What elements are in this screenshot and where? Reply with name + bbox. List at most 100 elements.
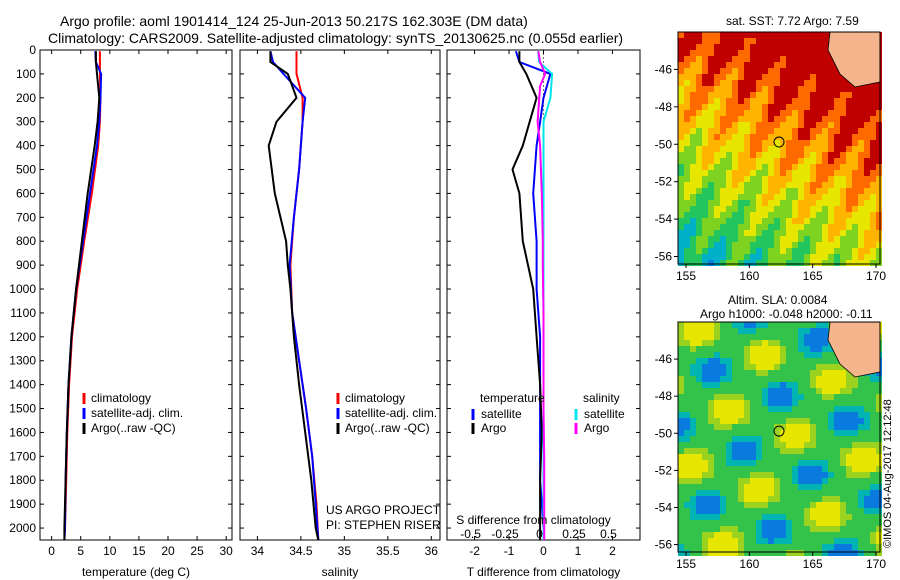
sst-map-cell	[804, 152, 810, 158]
sst-map-cell	[804, 62, 810, 68]
sst-map-cell	[690, 224, 696, 230]
sst-map-cell	[726, 62, 732, 68]
sla-map-cell	[768, 496, 774, 502]
sla-map-cell	[840, 406, 846, 412]
sst-map-cell	[792, 194, 798, 200]
sst-map-cell	[714, 146, 720, 152]
sst-map-cell	[762, 116, 768, 122]
sst-map-cell	[690, 230, 696, 236]
sst-map-cell	[798, 164, 804, 170]
sst-map-cell	[792, 44, 798, 50]
sst-map-cell	[678, 242, 684, 248]
sst-map-cell	[738, 62, 744, 68]
sla-map-cell	[780, 406, 786, 412]
sla-map-cell	[690, 466, 696, 472]
sla-map-cell	[750, 442, 756, 448]
sst-map-cell	[732, 158, 738, 164]
sst-map-cell	[756, 224, 762, 230]
sla-map-cell	[852, 430, 858, 436]
sla-map-cell	[750, 436, 756, 442]
sst-map-cell	[684, 32, 690, 38]
sla-map-cell	[780, 430, 786, 436]
sla-map-cell	[702, 478, 708, 484]
sla-map-cell	[750, 520, 756, 526]
sla-map-cell	[756, 448, 762, 454]
sla-map-cell	[804, 544, 810, 550]
sla-map-cell	[816, 472, 822, 478]
sla-map-cell	[726, 550, 732, 556]
sst-map-cell	[846, 182, 852, 188]
sst-map-cell	[762, 98, 768, 104]
sst-map-cell	[876, 248, 882, 254]
sst-map-cell	[714, 110, 720, 116]
sst-map-cell	[798, 110, 804, 116]
sla-map-cell	[762, 550, 768, 556]
sst-map-cell	[864, 104, 870, 110]
sst-map-cell	[756, 194, 762, 200]
sst-map-cell	[840, 158, 846, 164]
sla-map-cell	[744, 430, 750, 436]
sst-map-cell	[870, 206, 876, 212]
sla-map-cell	[810, 514, 816, 520]
sst-map-cell	[786, 254, 792, 260]
sst-map-cell	[804, 92, 810, 98]
sst-map-cell	[816, 62, 822, 68]
sst-map-cell	[822, 68, 828, 74]
sla-map-cell	[804, 502, 810, 508]
sla-map-cell	[678, 322, 684, 328]
sst-map-cell	[714, 56, 720, 62]
sst-map-cell	[696, 140, 702, 146]
sla-map-cell	[810, 508, 816, 514]
sst-map-cell	[828, 152, 834, 158]
sst-map-cell	[708, 32, 714, 38]
sla-map-cell	[762, 490, 768, 496]
sla-map-cell	[774, 370, 780, 376]
sla-map-cell	[816, 484, 822, 490]
sst-map-cell	[792, 110, 798, 116]
sla-map-cell	[834, 514, 840, 520]
sst-map-cell	[828, 200, 834, 206]
sst-map-cell	[690, 170, 696, 176]
sst-map-cell	[786, 218, 792, 224]
sst-map-cell	[864, 92, 870, 98]
sst-map-cell	[816, 146, 822, 152]
sla-map-cell	[864, 514, 870, 520]
sla-map-cell	[678, 412, 684, 418]
sst-map-cell	[852, 200, 858, 206]
sst-map-cell	[720, 98, 726, 104]
sla-map-cell	[684, 334, 690, 340]
sst-map-cell	[792, 170, 798, 176]
sla-map-cell	[780, 538, 786, 544]
sla-map-cell	[858, 502, 864, 508]
sst-map-cell	[810, 68, 816, 74]
sla-map-cell	[816, 382, 822, 388]
sla-map-cell	[756, 514, 762, 520]
sst-map-cell	[798, 86, 804, 92]
sla-map-cell	[774, 376, 780, 382]
sla-map-cell	[702, 358, 708, 364]
sst-map-cell	[852, 164, 858, 170]
sst-map-cell	[750, 170, 756, 176]
sst-map-cell	[864, 140, 870, 146]
sla-map-cell	[840, 370, 846, 376]
sst-map-cell	[696, 110, 702, 116]
sla-map-cell	[744, 520, 750, 526]
sst-map-cell	[726, 152, 732, 158]
sla-map-cell	[726, 334, 732, 340]
sst-map-cell	[822, 260, 828, 266]
sst-map-cell	[762, 248, 768, 254]
sst-map-cell	[720, 116, 726, 122]
sla-map-cell	[870, 406, 876, 412]
sla-map-cell	[870, 508, 876, 514]
sla-map-cell	[822, 448, 828, 454]
sla-map-cell	[798, 484, 804, 490]
sst-map-cell	[756, 116, 762, 122]
sla-map-cell	[858, 400, 864, 406]
sla-map-cell	[720, 442, 726, 448]
sla-map-cell	[720, 532, 726, 538]
sla-map-cell	[792, 448, 798, 454]
sst-map-cell	[816, 86, 822, 92]
sla-map-cell	[726, 406, 732, 412]
sst-map-cell	[822, 200, 828, 206]
sst-map-cell	[696, 104, 702, 110]
